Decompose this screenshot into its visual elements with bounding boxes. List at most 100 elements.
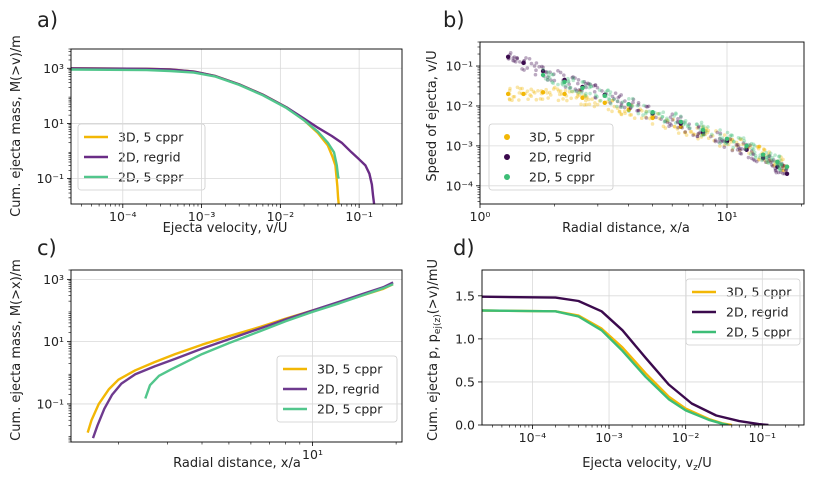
- scatter-point: [628, 113, 632, 117]
- xlabel-b: Radial distance, x/a: [562, 221, 690, 236]
- scatter-point: [512, 59, 517, 63]
- scatter-point: [522, 68, 526, 72]
- scatter-point: [661, 110, 666, 115]
- scatter-point: [586, 81, 590, 86]
- legend-label: 3D, 5 cppr: [118, 130, 184, 145]
- scatter-point: [779, 163, 783, 167]
- scatter-point: [783, 168, 788, 173]
- scatter-point: [689, 129, 694, 134]
- ylabel-b: Speed of ejecta, v/U: [425, 50, 440, 181]
- scatter-point: [580, 85, 585, 91]
- scatter-point: [654, 115, 658, 120]
- scatter-point: [672, 124, 677, 129]
- scatter-point: [749, 141, 754, 146]
- scatter-point: [595, 94, 599, 99]
- scatter-point: [753, 155, 758, 160]
- scatter-point: [534, 61, 539, 65]
- scatter-point: [679, 114, 683, 119]
- scatter-point: [662, 120, 667, 124]
- scatter-point: [743, 147, 748, 151]
- scatter-point: [513, 59, 518, 64]
- xlabel-d: Ejecta velocity, vz/U: [582, 456, 712, 473]
- scatter-point: [584, 85, 588, 90]
- scatter-point: [507, 97, 512, 101]
- scatter-point: [650, 122, 655, 126]
- scatter-point: [564, 83, 568, 88]
- scatter-point: [619, 101, 624, 105]
- scatter-point: [593, 83, 598, 88]
- scatter-point: [635, 103, 640, 108]
- scatter-point: [571, 78, 576, 83]
- legend-d: 3D, 5 cppr 2D, regrid 2D, 5 cppr: [685, 278, 801, 346]
- scatter-point: [540, 72, 546, 78]
- scatter-point: [718, 141, 722, 145]
- scatter-point: [515, 85, 520, 90]
- scatter-point: [767, 158, 772, 162]
- scatter-point: [730, 138, 734, 142]
- scatter-point: [518, 60, 522, 64]
- tick-label-x: 10¹: [717, 209, 738, 224]
- scatter-point: [753, 153, 758, 158]
- scatter-point: [552, 72, 556, 77]
- scatter-point: [769, 159, 773, 163]
- scatter-point: [525, 89, 530, 93]
- series-group: [71, 67, 376, 204]
- scatter-point: [699, 133, 704, 138]
- scatter-point: [779, 155, 783, 159]
- scatter-point: [510, 98, 514, 103]
- scatter-point: [704, 126, 709, 131]
- scatter-point: [574, 89, 579, 93]
- scatter-point: [540, 97, 545, 102]
- scatter-point: [730, 148, 735, 153]
- scatter-point: [784, 168, 788, 172]
- scatter-point: [678, 119, 683, 125]
- scatter-point: [718, 136, 723, 141]
- scatter-point: [748, 152, 753, 157]
- scatter-point: [766, 161, 771, 165]
- scatter-point: [576, 81, 580, 86]
- scatter-point: [551, 81, 555, 85]
- scatter-point: [517, 91, 522, 95]
- scatter-point: [541, 65, 545, 70]
- scatter-point: [675, 119, 680, 124]
- scatter-point: [671, 117, 676, 122]
- legend-box: [488, 123, 614, 191]
- scatter-point: [706, 125, 710, 129]
- scatter-point: [571, 75, 575, 79]
- scatter-point: [710, 132, 714, 137]
- scatter-point: [541, 67, 545, 72]
- scatter-point: [663, 119, 668, 124]
- scatter-point: [584, 96, 589, 100]
- scatter-point: [650, 115, 655, 121]
- scatter-point: [585, 95, 589, 99]
- scatter-point: [686, 123, 691, 128]
- scatter-point: [770, 159, 774, 163]
- scatter-point: [681, 122, 686, 127]
- scatter-point: [611, 97, 616, 102]
- scatter-point: [650, 109, 655, 115]
- scatter-point: [741, 142, 745, 147]
- legend-box: [276, 355, 398, 423]
- scatter-point: [562, 91, 567, 97]
- scatter-point: [675, 127, 680, 131]
- scatter-point: [636, 103, 641, 107]
- scatter-point: [699, 123, 704, 128]
- scatter-point: [756, 146, 761, 151]
- scatter-point: [584, 102, 589, 107]
- scatter-point: [551, 87, 556, 91]
- scatter-point: [612, 104, 617, 109]
- tick-label-x: 10⁻¹: [345, 209, 373, 224]
- scatter-point: [751, 142, 756, 147]
- scatter-point: [779, 163, 784, 167]
- scatter-point: [563, 85, 568, 89]
- scatter-point: [644, 104, 648, 109]
- scatter-point: [784, 164, 790, 169]
- scatter-point: [610, 109, 614, 114]
- scatter-point: [768, 154, 772, 158]
- scatter-point: [767, 157, 771, 161]
- scatter-point: [544, 70, 549, 75]
- scatter-point: [589, 84, 593, 89]
- scatter-point: [546, 78, 550, 82]
- scatter-point: [615, 104, 619, 109]
- scatter-point: [582, 103, 587, 107]
